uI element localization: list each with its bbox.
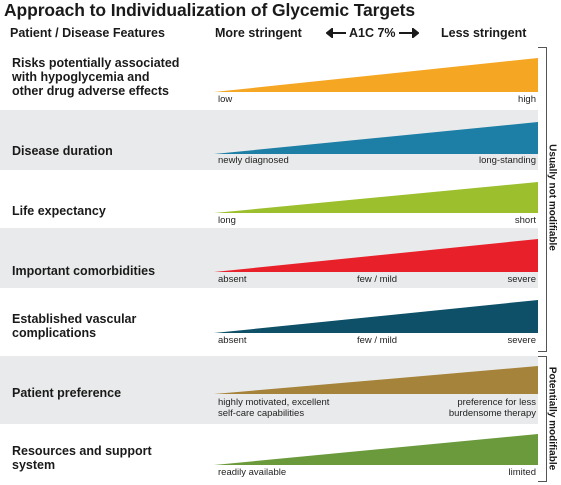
scale-mid-label: few / mild [356, 335, 398, 346]
gradient-wedge [214, 366, 538, 394]
scale-right-label-line: burdensome therapy [448, 408, 536, 419]
scale-right-label: preference for less burdensome therapy [449, 397, 536, 419]
wedge-shape [214, 182, 538, 213]
gradient-wedge [214, 434, 538, 465]
scale-right-label: severe [507, 274, 536, 285]
a1c-label: A1C 7% [349, 26, 396, 40]
wedge-shape [214, 58, 538, 92]
less-stringent-header: Less stringent [441, 26, 527, 40]
feature-label-line: with hypoglycemia and [12, 70, 150, 84]
feature-row: Disease duration newly diagnosed long-stan… [0, 110, 538, 170]
feature-row: Established vascular complications absent f… [0, 288, 538, 350]
page-title: Approach to Individualization of Glycemi… [4, 0, 415, 20]
feature-row: Important comorbidities absent few / mild s… [0, 228, 538, 288]
feature-label: Patient preference [12, 386, 212, 400]
feature-label: Resources and support system [12, 444, 212, 472]
feature-row: Patient preference highly motivated, exce… [0, 356, 538, 424]
gradient-wedge [214, 122, 538, 154]
not-modifiable-label: Usually not modifiable [546, 144, 558, 251]
feature-row: Resources and support system readily avail… [0, 424, 538, 482]
gradient-wedge [214, 182, 538, 213]
scale-left-label: long [218, 215, 236, 226]
scale-left-label-line: self-care capabilities [218, 408, 305, 419]
scale-left-label-line: highly motivated, excellent [218, 397, 330, 408]
scale-right-label: long-standing [478, 155, 536, 166]
gradient-wedge [214, 58, 538, 92]
scale-left-label: readily available [218, 467, 287, 478]
scale-left-label: newly diagnosed [218, 155, 289, 166]
scale-left-label: absent [218, 274, 247, 285]
feature-label-line: Patient preference [12, 386, 122, 400]
a1c-header: A1C 7% [326, 26, 419, 40]
scale-left-label: highly motivated, excellent self-care cap… [218, 397, 329, 419]
gradient-wedge [214, 239, 538, 272]
more-stringent-header: More stringent [215, 26, 302, 40]
feature-label: Risks potentially associated with hypogly… [12, 56, 212, 98]
feature-label: Disease duration [12, 144, 212, 158]
feature-label-line: Life expectancy [12, 204, 106, 218]
right-arrow-icon [398, 28, 419, 38]
feature-label: Established vascular complications [12, 312, 212, 340]
feature-label-line: Disease duration [12, 144, 113, 158]
not-modifiable-bracket [538, 47, 547, 352]
scale-right-label-line: preference for less [457, 397, 536, 408]
feature-label-line: Resources and support [12, 444, 152, 458]
wedge-shape [214, 434, 538, 465]
feature-label-line: Important comorbidities [12, 264, 156, 278]
modifiable-bracket [538, 356, 547, 482]
scale-right-label: limited [508, 467, 536, 478]
feature-label: Important comorbidities [12, 264, 212, 278]
scale-left-label: low [218, 94, 233, 105]
wedge-shape [214, 122, 538, 154]
modifiable-label: Potentially modifiable [546, 366, 558, 471]
feature-label-line: other drug adverse effects [12, 84, 169, 98]
wedge-shape [214, 300, 538, 333]
gradient-wedge [214, 300, 538, 333]
feature-label-line: Established vascular [12, 312, 137, 326]
wedge-shape [214, 239, 538, 272]
scale-left-label: absent [218, 335, 247, 346]
feature-label-line: complications [12, 326, 97, 340]
scale-right-label: severe [507, 335, 536, 346]
left-arrow-icon [326, 28, 346, 38]
features-column-header: Patient / Disease Features [10, 26, 165, 40]
feature-label: Life expectancy [12, 204, 212, 218]
wedge-shape [214, 366, 538, 394]
feature-row: Life expectancy long short [0, 170, 538, 228]
scale-mid-label: few / mild [356, 274, 398, 285]
scale-right-label: short [514, 215, 536, 226]
feature-label-line: system [12, 458, 56, 472]
feature-row: Risks potentially associated with hypogly… [0, 48, 538, 110]
feature-label-line: Risks potentially associated [12, 56, 180, 70]
scale-right-label: high [518, 94, 536, 105]
